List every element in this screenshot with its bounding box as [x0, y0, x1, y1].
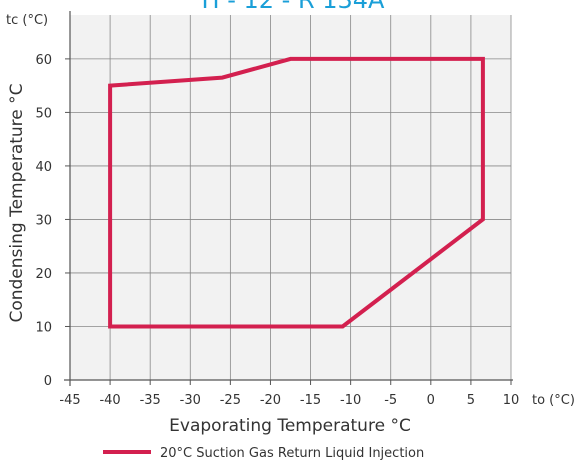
x-tick-label: -5 — [384, 393, 397, 408]
legend: 20°C Suction Gas Return Liquid Injection — [103, 446, 424, 461]
axes — [64, 11, 513, 386]
y-axis-title: Condensing Temperature °C — [7, 83, 27, 322]
y-tick-label: 0 — [44, 374, 52, 389]
x-tick-label: -45 — [59, 393, 80, 408]
y-tick-label: 60 — [35, 53, 52, 68]
x-tick-label: 5 — [467, 393, 475, 408]
x-tick-label: -10 — [340, 393, 361, 408]
y-tick-label: 50 — [35, 106, 52, 121]
x-tick-label: -20 — [260, 393, 281, 408]
plot-background — [70, 15, 511, 380]
y-tick-label: 20 — [35, 267, 52, 282]
x-tick-label: -15 — [300, 393, 321, 408]
chart-title: H - 12 - R 134A — [202, 0, 386, 14]
x-axis-title: Evaporating Temperature °C — [169, 416, 411, 436]
series-layer — [108, 56, 485, 329]
x-tick-label: -40 — [99, 393, 120, 408]
y-tick-labels: 0 10 20 30 40 50 60 — [35, 53, 52, 389]
x-tick-label: -25 — [220, 393, 241, 408]
series-line — [108, 56, 485, 329]
legend-label: 20°C Suction Gas Return Liquid Injection — [160, 446, 424, 461]
y-tick-label: 10 — [35, 320, 52, 335]
x-axis-unit: to (°C) — [532, 393, 575, 408]
x-tick-label: -30 — [180, 393, 201, 408]
y-tick-label: 40 — [35, 160, 52, 175]
y-tick-label: 30 — [35, 213, 52, 228]
y-axis-unit: tc (°C) — [6, 13, 48, 28]
x-tick-label: 0 — [427, 393, 435, 408]
x-tick-label: -35 — [140, 393, 161, 408]
grid — [70, 15, 512, 380]
x-tick-labels: -45 -40 -35 -30 -25 -20 -15 -10 -5 0 5 10 — [59, 393, 519, 408]
x-tick-label: 10 — [503, 393, 520, 408]
